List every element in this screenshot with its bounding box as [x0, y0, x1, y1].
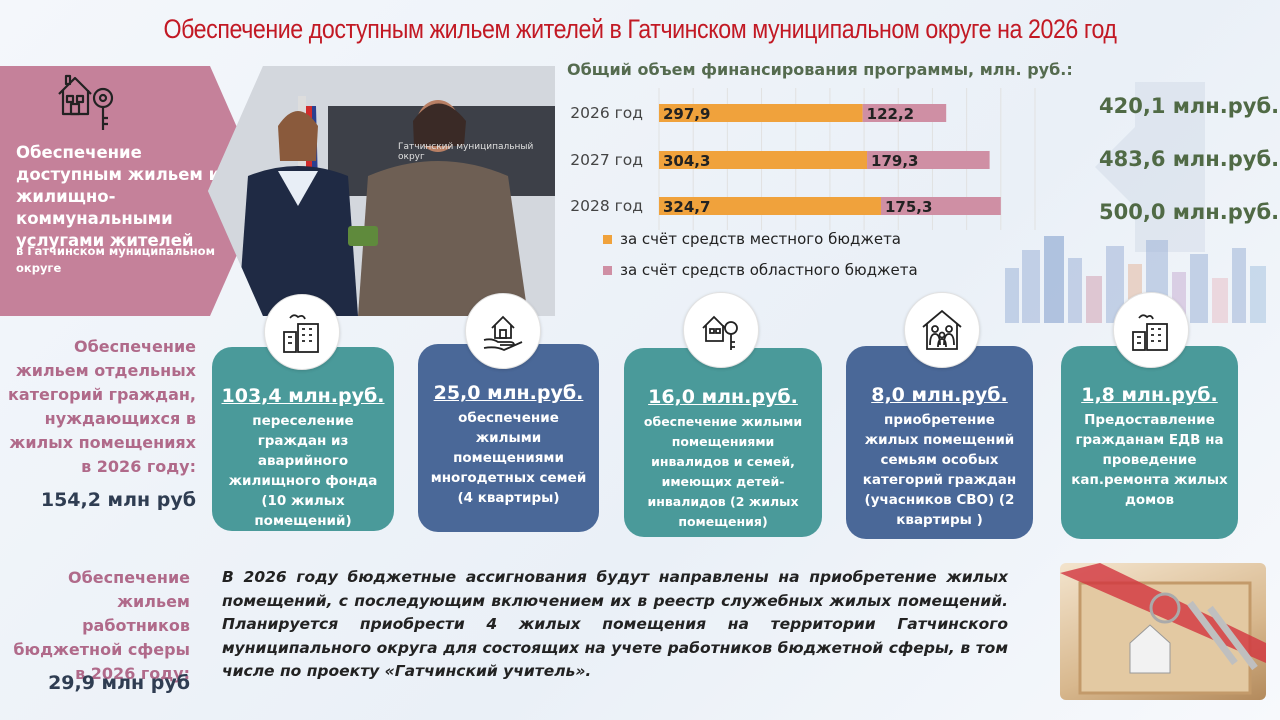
category-special-citizens-amount: 154,2 млн руб — [40, 489, 196, 511]
total-2027: 483,6 млн.руб. — [1099, 147, 1280, 171]
card-amount: 25,0 млн.руб. — [433, 382, 584, 404]
data-label: 175,3 — [885, 198, 932, 216]
y-tick-label: 2027 год — [570, 151, 643, 169]
bar-regional — [867, 151, 990, 169]
card-description: Предоставление гражданам ЕДВ на проведен… — [1071, 412, 1228, 508]
public-sector-description: В 2026 году бюджетные ассигнования будут… — [222, 568, 1008, 680]
legend-swatch — [603, 235, 612, 244]
keys-photo — [1060, 563, 1266, 700]
total-2026: 420,1 млн.руб. — [1099, 94, 1280, 118]
card-capital-repair: 1,8 млн.руб. Предоставление гражданам ЕД… — [1061, 346, 1238, 539]
data-label: 179,3 — [871, 152, 918, 170]
y-tick-label: 2026 год — [570, 104, 643, 122]
card-disabled: 16,0 млн.руб. обеспечение жилыми помещен… — [624, 348, 822, 537]
program-name: Обеспечение доступным жильем и жилищно-к… — [16, 143, 221, 250]
funding-chart: 2026 год 297,9 122,2 2027 год 304,3 179,3 2028… — [570, 88, 1036, 279]
category-public-sector-amount: 29,9 млн руб — [48, 672, 190, 694]
category-public-sector: Обеспечение жильем работников бюджетной … — [13, 568, 190, 683]
bar-regional — [862, 104, 947, 122]
card-svo: 8,0 млн.руб. приобретение жилых помещени… — [846, 346, 1033, 539]
card-resettlement: 103,4 млн.руб. переселение граждан из ав… — [212, 347, 394, 531]
card-description: обеспечение жилыми помещениями многодетн… — [430, 410, 587, 506]
house-key-icon — [683, 292, 759, 368]
arrow-decoration — [1095, 82, 1205, 252]
apartment-building-icon — [264, 294, 340, 370]
total-2028: 500,0 млн.руб. — [1099, 200, 1280, 224]
house-in-hand-icon — [465, 293, 541, 369]
page-title: Обеспечение доступным жильем жителей в Г… — [163, 14, 1117, 44]
house-repair-icon — [1113, 292, 1189, 368]
card-description: обеспечение жилыми помещениями инвалидов… — [643, 414, 803, 529]
family-house-icon — [904, 292, 980, 368]
data-label: 324,7 — [663, 198, 710, 216]
house-key-icon — [58, 74, 114, 130]
data-label: 304,3 — [663, 152, 710, 170]
legend-label: за счёт средств областного бюджета — [620, 261, 918, 279]
data-label: 122,2 — [867, 105, 914, 123]
card-description: приобретение жилых помещений семьям особ… — [862, 412, 1017, 528]
city-skyline-illustration — [1005, 236, 1266, 323]
card-large-families: 25,0 млн.руб. обеспечение жилыми помещен… — [418, 344, 599, 532]
card-amount: 103,4 млн.руб. — [221, 385, 385, 407]
y-tick-label: 2028 год — [570, 197, 643, 215]
photo-sign: Гатчинский муниципальный округ — [398, 142, 534, 162]
data-label: 297,9 — [663, 105, 710, 123]
category-special-citizens: Обеспечение жильем отдельных категорий г… — [8, 337, 196, 476]
card-amount: 16,0 млн.руб. — [648, 386, 798, 408]
chart-title: Общий объем финансирования программы, мл… — [567, 60, 1073, 79]
legend-label: за счёт средств местного бюджета — [620, 230, 901, 248]
bar-local — [659, 197, 881, 215]
program-region: в Гатчинском муниципальном округе — [16, 244, 215, 275]
card-description: переселение граждан из аварийного жилищн… — [228, 413, 378, 529]
card-amount: 1,8 млн.руб. — [1081, 384, 1218, 406]
bar-local — [659, 151, 868, 169]
bar-regional — [880, 197, 1001, 215]
ceremony-photo: Гатчинский муниципальный округ — [208, 66, 555, 316]
card-amount: 8,0 млн.руб. — [871, 384, 1008, 406]
bar-local — [659, 104, 863, 122]
legend-swatch — [603, 266, 612, 275]
